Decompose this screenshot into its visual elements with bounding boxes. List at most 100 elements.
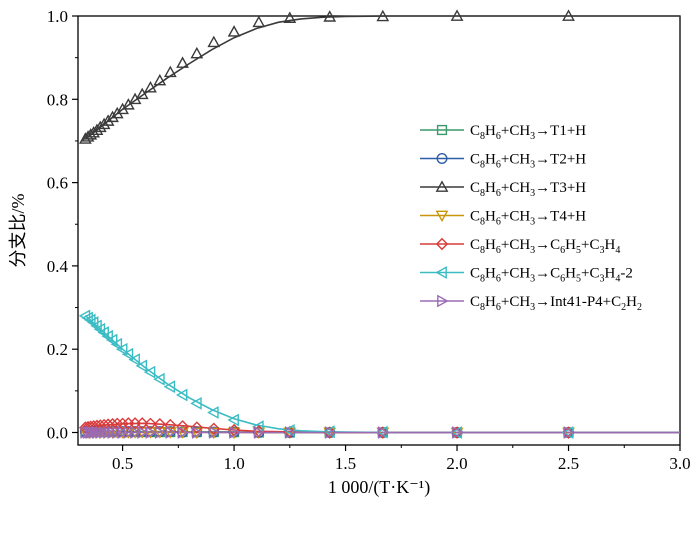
series-6-point [115,342,128,356]
x-tick-label: 1.0 [223,454,244,473]
axes: 0.5 1.0 1.5 2.0 2.5 3.0 0.0 0.2 0.4 0.6 0.8 1.0 1 00… [8,7,691,498]
series-3-point [207,35,221,48]
series-3-point [87,125,100,138]
series-3-point [97,117,111,130]
series-7-point [95,426,107,439]
legend-label-5: C8H6+CH3→C6H5+C3H4 [470,237,620,256]
series-6-point [153,372,165,386]
series-7-point [145,426,158,439]
series-line-3 [84,15,680,140]
series-3-point [323,10,337,22]
y-tick-label: 1.0 [47,7,68,26]
x-tick-label: 1.5 [335,454,356,473]
series-7-point [154,426,167,439]
series-7-point [83,426,95,439]
legend-label-1: C8H6+CH3→T1+H [470,123,586,142]
series-line-6 [84,314,680,434]
series-markers [78,9,576,440]
series-7-point [284,426,297,439]
series-7-point [208,426,221,439]
series-4-point [176,427,189,439]
series-4-point [207,427,221,440]
x-axis-title: 1 000/(T·K⁻¹) [328,477,430,498]
series-3-point [283,11,297,23]
y-tick-label: 0.2 [47,340,68,359]
plot-frame [77,15,681,446]
series-7-point [117,426,130,439]
legend-label-4: C8H6+CH3→T4+H [470,209,586,228]
legend-marker-4 [435,210,449,223]
legend: C8H6+CH3→T1+H C8H6+CH3→T2+H C8H6+CH3→T3+H C… [420,123,642,313]
series-7-point [253,426,266,439]
series-6-point [101,329,113,343]
series-4-point [153,427,167,439]
series-5-point [176,420,189,433]
series-6-point [128,353,140,367]
series-3-point [252,15,266,28]
legend-label-2: C8H6+CH3→T2+H [470,152,586,171]
series-5-point [190,421,204,434]
series-6-point [190,396,202,410]
series-4-point [190,427,204,440]
legend-marker-6 [435,266,447,279]
x-tick-label: 2.0 [446,454,467,473]
legend-marker-3 [435,180,449,192]
series-7-point [324,426,337,439]
y-tick-label: 0.8 [47,90,68,109]
y-tick-label: 0.4 [47,257,69,276]
series-3-point [121,98,135,110]
series-6-point [110,337,123,351]
series-4-point [283,427,297,440]
series-7-point [377,426,390,439]
series-3-point [562,9,575,21]
series-3-point [144,80,157,93]
y-tick-label: 0.6 [47,174,68,193]
legend-label-7: C8H6+CH3→Int41-P4+C2H2 [470,294,642,313]
series-3-point [135,87,149,100]
series-7-point [92,426,104,439]
series-3-point [90,123,104,135]
legend-marker-7 [437,294,449,308]
x-tick-label: 3.0 [669,454,690,473]
series-6-point [175,388,188,402]
series-6-point [84,313,96,327]
series-7-point [191,426,204,439]
y-axis-title: 分支比/% [8,193,28,267]
legend-label-6: C8H6+CH3→C6H5+C3H4-2 [470,266,633,285]
x-tick-label: 2.5 [558,454,579,473]
series-7-point [137,426,149,439]
series-7-point [229,426,241,439]
series-3-point [163,65,177,78]
series-4-point [450,427,464,440]
series-6-point [227,413,239,427]
series-6-point [283,424,295,437]
legend-marker-2 [436,152,448,164]
series-7-point [563,426,576,439]
series-7-point [88,426,101,439]
series-3-point [176,56,189,68]
series-6-point [135,359,148,373]
series-4-point [163,427,177,439]
series-3-point [376,9,390,22]
series-7-point [123,426,136,439]
legend-marker-1 [436,124,448,136]
series-5-point [136,417,149,430]
series-7-point [177,426,190,439]
series-6-point [121,347,134,361]
series-3-point [227,25,241,37]
series-3-point [190,46,204,59]
series-7-point [452,426,464,439]
y-tick-label: 0.0 [47,424,68,443]
series-3-point [153,73,167,86]
series-3-point [93,120,107,133]
legend-marker-5 [435,237,449,251]
series-4-point [562,427,575,440]
series-3-point [450,9,464,21]
series-7-point [165,426,177,439]
series-7-point [130,426,142,439]
series-6-point [163,380,176,394]
series-6-point [143,365,156,379]
series-6-point [105,333,118,347]
